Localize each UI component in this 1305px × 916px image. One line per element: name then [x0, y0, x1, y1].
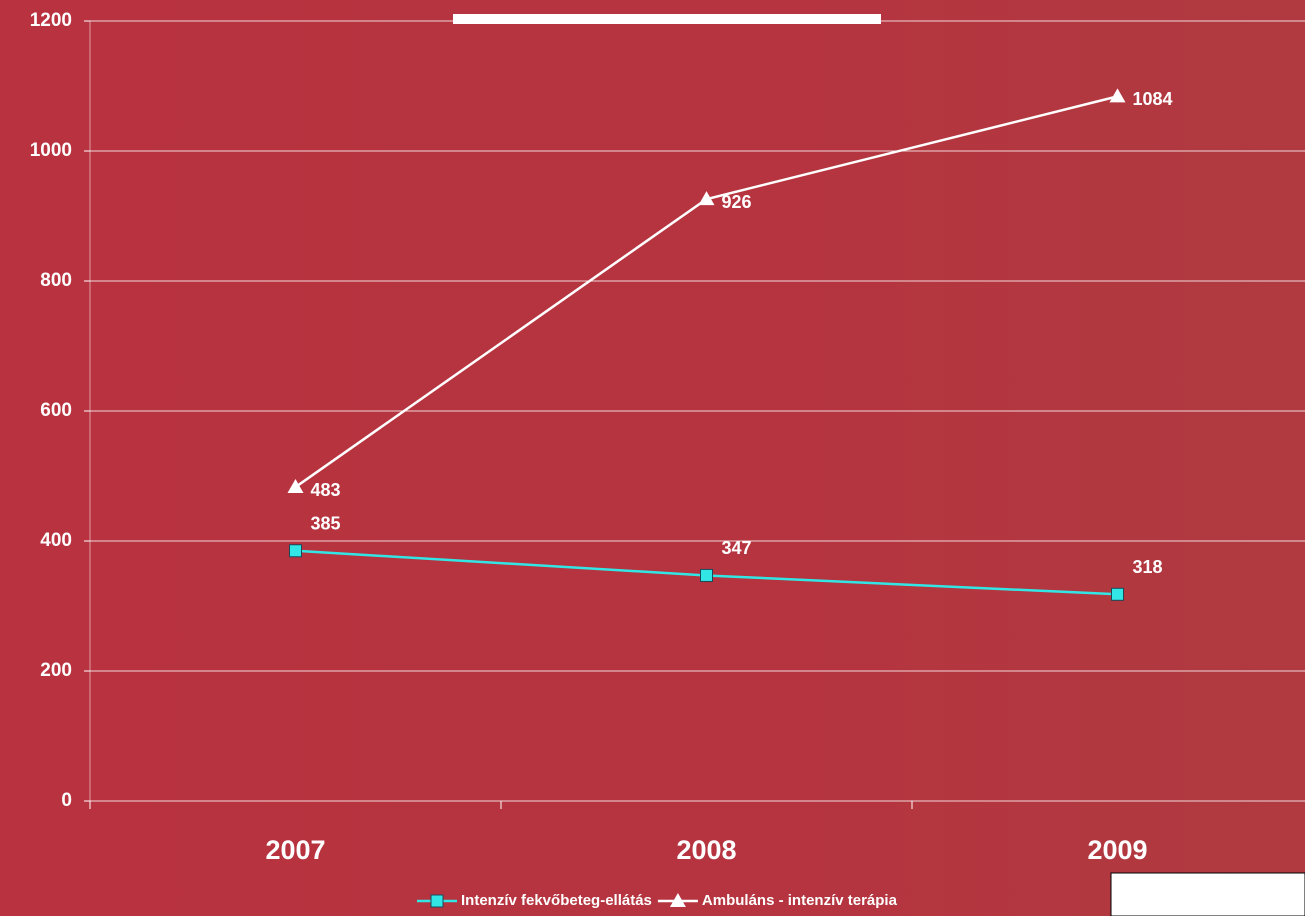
legend-label: Ambuláns - intenzív terápia	[702, 892, 898, 909]
x-tick-label: 2009	[1087, 835, 1147, 865]
y-tick-label: 200	[40, 660, 72, 681]
data-label: 318	[1132, 557, 1162, 577]
legend-marker	[430, 894, 444, 908]
data-point	[289, 544, 302, 558]
x-tick-label: 2007	[265, 835, 325, 865]
data-point	[700, 568, 713, 582]
data-label: 926	[722, 192, 752, 212]
y-tick-label: 600	[40, 400, 72, 421]
data-label: 483	[311, 480, 341, 500]
data-label: 347	[721, 538, 751, 558]
corner-box	[1110, 872, 1305, 916]
y-tick-label: 800	[40, 270, 72, 291]
y-tick-label: 400	[40, 530, 72, 551]
legend-marker	[669, 893, 686, 907]
y-tick-label: 0	[61, 790, 72, 811]
legend-label: Intenzív fekvőbeteg-ellátás	[461, 892, 652, 909]
data-point	[1111, 587, 1124, 601]
data-point	[287, 479, 304, 494]
data-point	[1109, 88, 1126, 103]
title-underline	[453, 14, 881, 24]
x-tick-label: 2008	[676, 835, 736, 865]
y-tick-label: 1200	[30, 10, 72, 31]
data-label: 1084	[1133, 89, 1173, 109]
data-label: 385	[310, 514, 340, 534]
y-tick-label: 1000	[30, 140, 72, 161]
data-point	[698, 191, 715, 206]
